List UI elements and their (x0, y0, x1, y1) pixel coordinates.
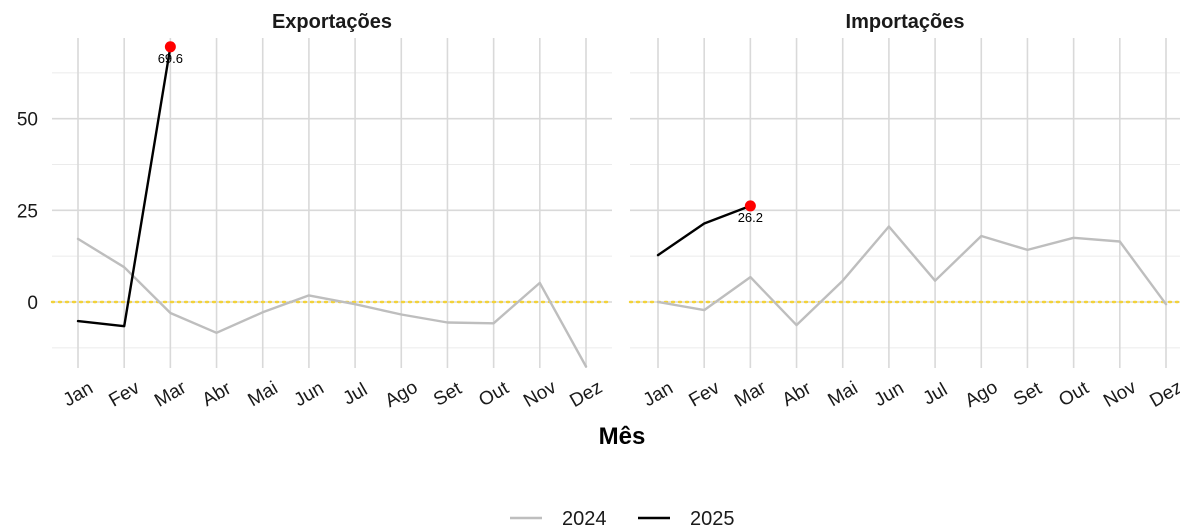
legend: 2024 2025 (510, 508, 735, 529)
panel-title: Exportações (272, 11, 392, 33)
x-tick-label: Nov (1100, 377, 1140, 412)
y-tick-label: 50 (17, 110, 38, 131)
x-tick-label: Ago (382, 377, 422, 412)
x-tick-label: Dez (566, 377, 606, 412)
highlight-point (744, 200, 756, 212)
x-tick-label: Jan (60, 378, 97, 412)
x-tick-label: Jan (640, 378, 677, 412)
highlight-data-label: 69.6 (158, 51, 183, 66)
highlight-data-label: 26.2 (738, 210, 763, 225)
x-tick-label: Jun (291, 378, 328, 412)
x-tick-label: Set (430, 378, 466, 411)
series-line-2025 (656, 204, 752, 257)
x-tick-label: Mar (151, 377, 190, 412)
legend-label-2024: 2024 (562, 508, 607, 529)
panel-1: 69.6 Exportações Jan Fev Mar Abr Mai Jun Jul Ago S… (50, 11, 614, 412)
x-axis-title: Mês (599, 423, 646, 450)
legend-label-2025: 2025 (690, 508, 735, 529)
x-tick-label: Jun (871, 378, 908, 412)
y-tick-label: 0 (27, 293, 38, 314)
x-tick-label: Jul (920, 379, 952, 409)
x-tick-label: Jul (340, 379, 372, 409)
x-tick-label: Mai (244, 378, 281, 411)
x-tick-label: Mai (824, 378, 861, 411)
x-tick-label: Fev (105, 377, 143, 411)
series-line-2025 (76, 45, 172, 328)
x-tick-label: Ago (962, 377, 1002, 412)
panel-title: Importações (846, 11, 965, 33)
x-tick-label: Abr (199, 378, 236, 411)
x-tick-label: Out (475, 377, 513, 411)
x-tick-label: Fev (685, 377, 723, 411)
x-tick-label: Nov (520, 377, 560, 412)
series-line-2024 (656, 225, 1168, 327)
x-tick-label: Dez (1146, 377, 1180, 412)
x-tick-label: Abr (779, 378, 816, 411)
panel-2: 26.2 Importações Jan Fev Mar Abr Mai Jun Jul Ago S… (628, 11, 1180, 412)
y-tick-label: 25 (17, 201, 38, 222)
highlight-point (164, 41, 176, 53)
series-line-2024 (76, 237, 588, 368)
x-tick-label: Mar (731, 377, 770, 412)
x-tick-label: Out (1055, 377, 1093, 411)
x-tick-label: Set (1010, 378, 1046, 411)
